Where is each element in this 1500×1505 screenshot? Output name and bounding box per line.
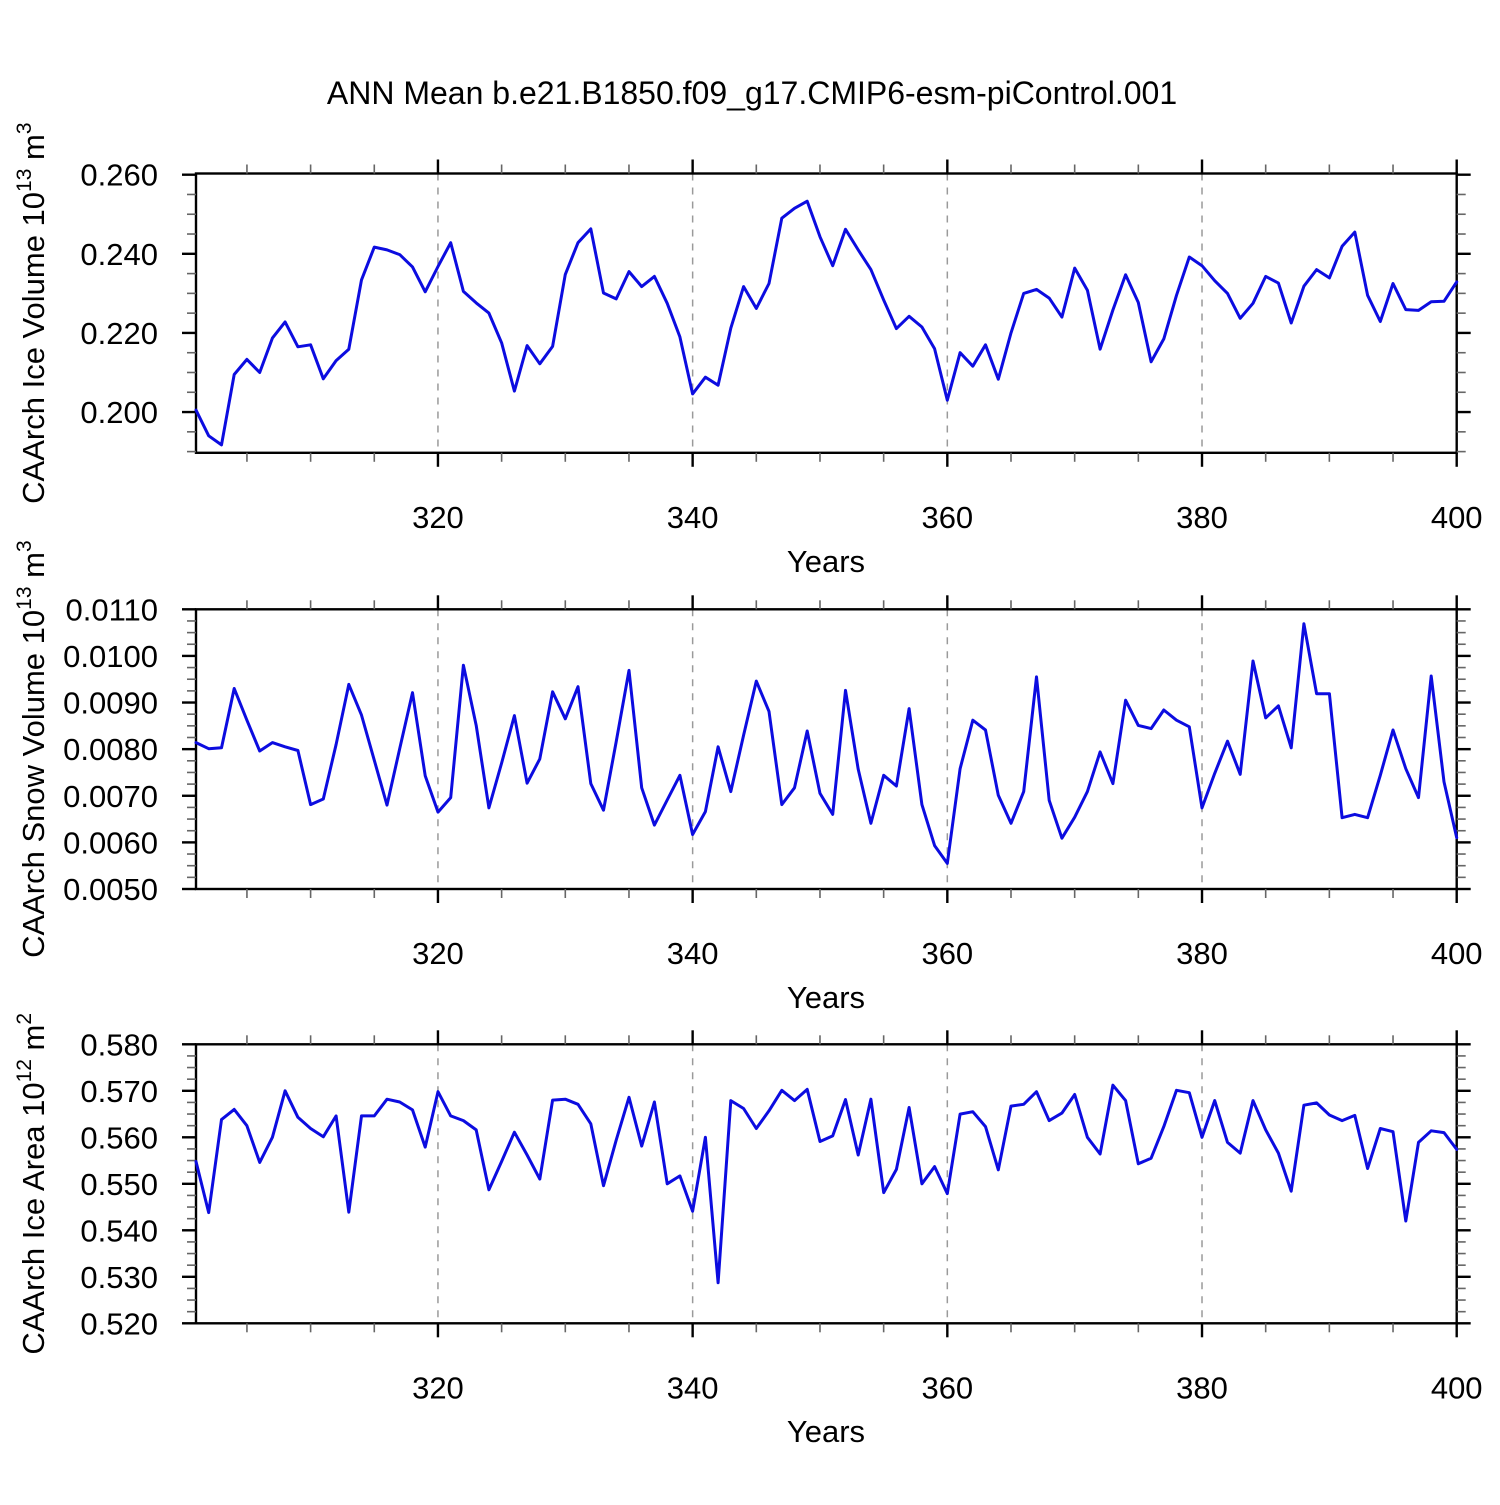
y-axis-title-text: m: [16, 134, 51, 168]
y-tick-label: 0.0050: [63, 872, 158, 907]
y-axis-title: CAArch Ice Area 1012 m2: [13, 1013, 51, 1355]
y-tick-label: 0.260: [80, 158, 158, 193]
data-series-line: [194, 1083, 1459, 1285]
y-tick-label: 0.530: [80, 1260, 158, 1295]
x-tick-label: 360: [921, 500, 973, 535]
ice-volume-panel: 320 340 360 380 400 0.200 0.220 0.240 0.260 CAArc…: [13, 122, 1483, 534]
y-axis-title-text: CAArch Snow Volume 10: [16, 610, 51, 958]
x-tick-label: 340: [667, 500, 719, 535]
y-tick-label: 0.220: [80, 316, 158, 351]
x-axis-title: Years: [787, 1414, 865, 1449]
x-tick-label: 360: [921, 1370, 973, 1405]
x-tick-label: 400: [1431, 1370, 1483, 1405]
y-tick-label: 0.0070: [63, 779, 158, 814]
y-tick-label: 0.570: [80, 1074, 158, 1109]
y-axis-title-superscript: 13: [13, 169, 36, 192]
plot-frame: [194, 608, 1458, 891]
y-axis-title-superscript: 3: [13, 122, 36, 134]
figure-title: ANN Mean b.e21.B1850.f09_g17.CMIP6-esm-p…: [327, 75, 1177, 111]
y-tick-label: 0.240: [80, 237, 158, 272]
x-tick-label: 400: [1431, 936, 1483, 971]
y-tick-label: 0.200: [80, 395, 158, 430]
y-tick-label: 0.550: [80, 1167, 158, 1202]
y-tick-label: 0.540: [80, 1213, 158, 1248]
y-axis-title-superscript: 13: [13, 586, 36, 609]
data-series-line: [194, 199, 1459, 447]
y-axis-title-superscript: 12: [13, 1059, 36, 1082]
x-tick-label: 380: [1176, 500, 1228, 535]
y-tick-label: 0.580: [80, 1027, 158, 1062]
y-tick-label: 0.0080: [63, 732, 158, 767]
y-axis-title-text: CAArch Ice Area 10: [16, 1082, 51, 1354]
y-axis-title: CAArch Snow Volume 1013 m3: [13, 540, 51, 958]
y-axis-title-text: CAArch Ice Volume 10: [16, 192, 51, 504]
x-tick-label: 320: [412, 500, 464, 535]
y-tick-label: 0.560: [80, 1120, 158, 1155]
y-tick-label: 0.0100: [63, 639, 158, 674]
snow-volume-panel: 320 340 360 380 400 0.0050 0.0060 0.0070 0.0080 0…: [13, 540, 1483, 971]
y-tick-label: 0.520: [80, 1306, 158, 1341]
y-axis-title: CAArch Ice Volume 1013 m3: [13, 122, 51, 503]
plot-frame: [194, 172, 1458, 454]
x-axis-title: Years: [787, 544, 865, 579]
x-tick-label: 400: [1431, 500, 1483, 535]
y-tick-label: 0.0060: [63, 825, 158, 860]
y-axis-title-text: m: [16, 1025, 51, 1059]
x-tick-label: 320: [412, 936, 464, 971]
x-tick-label: 340: [667, 936, 719, 971]
y-axis-title-text: m: [16, 552, 51, 586]
y-tick-label: 0.0110: [65, 592, 158, 627]
ice-area-panel: 320 340 360 380 400 0.520 0.530 0.540 0.550 0.560…: [13, 1013, 1483, 1405]
y-axis-title-superscript: 3: [13, 540, 36, 552]
x-tick-label: 380: [1176, 936, 1228, 971]
x-tick-label: 380: [1176, 1370, 1228, 1405]
y-axis-title-superscript: 2: [13, 1013, 36, 1025]
y-tick-label: 0.0090: [63, 686, 158, 721]
x-tick-label: 340: [667, 1370, 719, 1405]
x-tick-label: 360: [921, 936, 973, 971]
plot-frame: [194, 1043, 1458, 1325]
x-axis-title: Years: [787, 980, 865, 1015]
x-tick-label: 320: [412, 1370, 464, 1405]
data-series-line: [194, 622, 1459, 865]
